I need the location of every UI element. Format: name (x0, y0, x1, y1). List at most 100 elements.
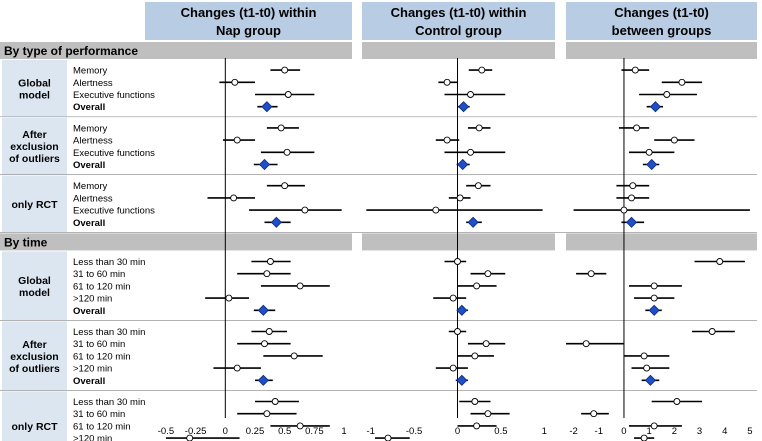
point-estimate-control (443, 136, 451, 144)
point-estimate-nap (283, 148, 291, 156)
section-bar-1-between (566, 233, 757, 251)
panel-title-control-line1: Changes (t1-t0) within (391, 5, 527, 20)
group-label-line: only RCT (11, 199, 58, 211)
section-bar-1-control (362, 233, 555, 251)
overall-diamond-nap (270, 216, 282, 228)
section-bar-1-left (0, 233, 352, 251)
point-estimate-nap (230, 194, 238, 202)
tick-label-between: 4 (722, 426, 727, 437)
overall-diamond-between (646, 158, 658, 171)
group-label-line: model (19, 89, 50, 101)
point-estimate-control (475, 124, 483, 132)
tick-label-control: 0.5 (494, 426, 507, 437)
section-bar-0-control (362, 42, 555, 59)
point-estimate-control (443, 78, 451, 86)
row-label: >120 min (73, 364, 112, 375)
overall-diamond-control (458, 101, 470, 113)
tick-label-between: 1 (647, 426, 652, 437)
point-estimate-between (650, 422, 658, 430)
row-label: Alertness (73, 193, 113, 204)
group-label-bg (2, 321, 67, 391)
point-estimate-control (484, 270, 492, 278)
overall-diamond-control (456, 374, 468, 386)
tick-label-control: 0 (455, 426, 460, 437)
point-estimate-nap (265, 328, 273, 335)
point-estimate-nap (301, 206, 309, 214)
group-label-bg (2, 251, 67, 321)
point-estimate-between (643, 364, 651, 372)
point-estimate-between (678, 78, 686, 86)
point-estimate-nap (233, 364, 241, 372)
row-label: 61 to 120 min (73, 281, 131, 292)
row-label: Less than 30 min (73, 257, 145, 268)
group-label-line: only RCT (11, 421, 58, 433)
group-label-bg (2, 117, 67, 175)
row-label: 61 to 120 min (73, 421, 131, 432)
row-label: Memory (73, 123, 108, 134)
overall-diamond-between (649, 101, 662, 113)
overall-diamond-between (644, 374, 656, 386)
group-label-line: exclusion (10, 141, 58, 153)
row-label-overall: Overall (73, 306, 105, 317)
tick-label-between: 3 (697, 426, 702, 437)
point-estimate-control (454, 258, 461, 265)
point-estimate-nap (225, 294, 233, 302)
tick-label-between: -1 (595, 426, 603, 437)
point-estimate-nap (281, 66, 289, 74)
point-estimate-nap (263, 270, 271, 278)
section-title: By time (4, 235, 48, 249)
row-label: >120 min (73, 434, 112, 441)
point-estimate-nap (296, 282, 304, 290)
group-label-line: model (19, 287, 50, 299)
point-estimate-control (432, 206, 440, 214)
overall-diamond-between (625, 216, 638, 228)
row-label: Executive functions (73, 148, 155, 159)
point-estimate-control (467, 148, 474, 156)
group-label-bg (2, 175, 67, 233)
point-estimate-control (484, 410, 492, 418)
point-estimate-control (474, 182, 482, 190)
tick-label-nap: 0.75 (305, 426, 324, 437)
point-estimate-control (449, 364, 457, 372)
point-estimate-control (467, 91, 474, 98)
group-label-line: exclusion (10, 351, 58, 363)
point-estimate-nap (281, 182, 289, 190)
tick-label-nap: 0.25 (246, 426, 265, 437)
tick-label-between: 0 (621, 426, 626, 437)
row-label-overall: Overall (73, 102, 105, 113)
point-estimate-between (587, 270, 595, 278)
row-label-overall: Overall (73, 218, 105, 229)
row-label-overall: Overall (73, 160, 105, 171)
tick-label-nap: 0.5 (278, 426, 291, 437)
group-label-line: Global (18, 77, 51, 89)
row-label: Executive functions (73, 90, 155, 101)
point-estimate-between (640, 434, 648, 441)
row-label: Alertness (73, 136, 113, 147)
point-estimate-control (449, 294, 457, 302)
panel-title-between-line1: Changes (t1-t0) (614, 5, 709, 20)
row-label: 61 to 120 min (73, 351, 131, 362)
point-estimate-between (645, 148, 653, 156)
point-estimate-control (478, 66, 486, 74)
point-estimate-control (473, 282, 481, 290)
tick-label-nap: 1 (341, 426, 346, 437)
group-label-bg (2, 60, 67, 117)
row-label-overall: Overall (73, 376, 105, 387)
point-estimate-between (673, 398, 681, 405)
group-label-line: After (22, 129, 47, 141)
group-label-line: of outliers (9, 363, 60, 375)
overall-diamond-nap (257, 304, 269, 316)
point-estimate-between (628, 194, 635, 202)
point-estimate-nap (296, 422, 304, 430)
tick-label-control: -1 (366, 426, 374, 437)
point-estimate-nap (266, 258, 274, 265)
point-estimate-control (384, 434, 392, 441)
point-estimate-nap (231, 78, 239, 86)
group-label-line: After (22, 339, 47, 351)
panel-title-nap-line2: Nap group (216, 23, 281, 38)
row-label: Executive functions (73, 206, 155, 217)
panel-title-control-line2: Control group (415, 23, 502, 38)
tick-label-between: 2 (672, 426, 677, 437)
tick-label-nap: -0.25 (185, 426, 207, 437)
group-label-line: of outliers (9, 153, 60, 165)
